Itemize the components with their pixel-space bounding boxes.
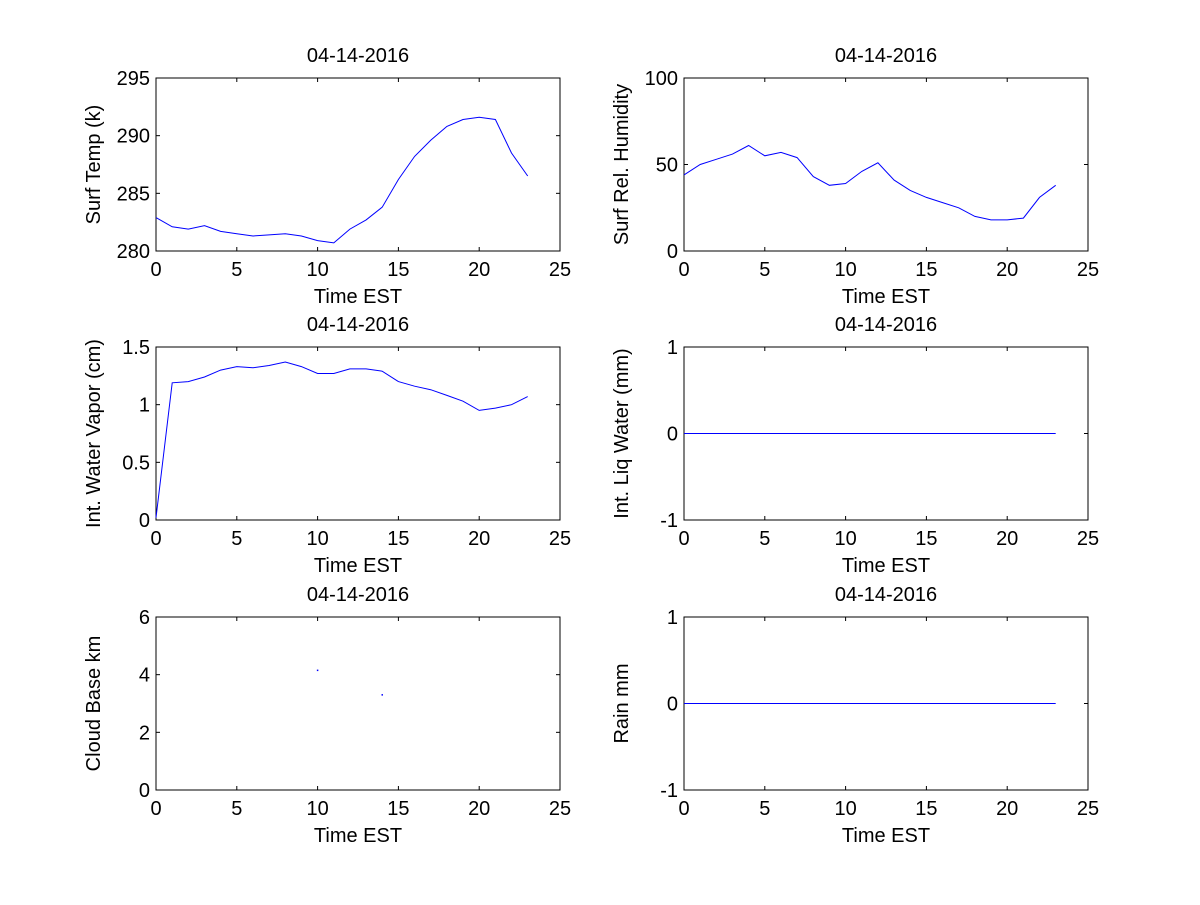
x-tick-label: 25 <box>549 798 571 820</box>
y-axis-label: Cloud Base km <box>83 636 105 772</box>
chart-title: 04-14-2016 <box>835 584 937 606</box>
axes-frame <box>683 77 1089 252</box>
series-line <box>683 144 1056 221</box>
chart-title: 04-14-2016 <box>835 314 937 336</box>
axes-frame <box>155 346 561 521</box>
x-tick-label: 0 <box>678 528 689 550</box>
y-tick-label: 50 <box>656 155 678 177</box>
data-point <box>381 694 383 696</box>
y-tick-label: 1 <box>667 337 678 359</box>
x-tick-label: 20 <box>996 798 1018 820</box>
x-axis-label: Time EST <box>842 825 930 847</box>
x-tick-label: 10 <box>834 798 856 820</box>
y-tick-label: 290 <box>117 126 150 148</box>
series-line <box>155 116 529 244</box>
y-axis-label: Surf Rel. Humidity <box>611 84 633 245</box>
x-tick-label: 25 <box>1077 528 1099 550</box>
x-tick-label: 10 <box>834 259 856 281</box>
x-tick-label: 20 <box>468 259 490 281</box>
chart-panel-3: 0 5 10 15 20 25 0 0.5 1 1.5 04-14-2016 Time EST Int.… <box>83 314 571 577</box>
y-tick-label: 6 <box>139 607 150 629</box>
chart-panel-5: 0 5 10 15 20 25 0 2 4 6 04-14-2016 Time EST Cloud Ba… <box>83 584 571 847</box>
chart-title: 04-14-2016 <box>307 45 409 67</box>
chart-panel-1: 0 5 10 15 20 25 280 285 290 295 04-14-2016 Time EST… <box>83 45 571 308</box>
x-tick-label: 25 <box>1077 798 1099 820</box>
x-tick-label: 0 <box>678 798 689 820</box>
series-line <box>155 361 528 518</box>
chart-title: 04-14-2016 <box>307 584 409 606</box>
y-tick-label: 280 <box>117 241 150 263</box>
x-axis-label: Time EST <box>314 286 402 308</box>
x-axis-label: Time EST <box>314 555 402 577</box>
x-axis-label: Time EST <box>842 286 930 308</box>
x-tick-label: 0 <box>150 259 161 281</box>
x-tick-label: 25 <box>549 259 571 281</box>
x-tick-label: 5 <box>231 259 242 281</box>
axes-frame <box>155 616 561 791</box>
chart-title: 04-14-2016 <box>835 45 937 67</box>
y-axis-label: Rain mm <box>611 663 633 743</box>
x-tick-label: 0 <box>678 259 689 281</box>
x-tick-label: 5 <box>759 798 770 820</box>
data-point <box>316 669 319 672</box>
x-tick-label: 10 <box>306 798 328 820</box>
y-axis-label: Int. Water Vapor (cm) <box>83 339 105 528</box>
y-tick-label: 0 <box>667 694 678 716</box>
x-tick-label: 20 <box>996 259 1018 281</box>
y-tick-label: 2 <box>139 722 150 744</box>
x-tick-label: 20 <box>468 798 490 820</box>
x-tick-label: 10 <box>834 528 856 550</box>
x-tick-label: 20 <box>468 528 490 550</box>
x-tick-label: 15 <box>915 259 937 281</box>
x-tick-label: 15 <box>915 798 937 820</box>
x-tick-label: 0 <box>150 798 161 820</box>
y-tick-label: 285 <box>117 183 150 205</box>
y-tick-label: -1 <box>660 510 678 532</box>
x-tick-label: 5 <box>231 528 242 550</box>
y-tick-label: 295 <box>117 68 150 90</box>
x-tick-label: 15 <box>387 528 409 550</box>
x-tick-label: 15 <box>387 259 409 281</box>
y-axis-label: Surf Temp (k) <box>83 105 105 225</box>
x-tick-label: 25 <box>549 528 571 550</box>
y-tick-label: 0 <box>667 241 678 263</box>
x-tick-label: 5 <box>759 259 770 281</box>
x-axis-label: Time EST <box>314 825 402 847</box>
y-tick-label: 0 <box>139 510 150 532</box>
x-tick-label: 10 <box>306 259 328 281</box>
y-tick-label: 0 <box>139 780 150 802</box>
chart-title: 04-14-2016 <box>307 314 409 336</box>
chart-panel-2: 0 5 10 15 20 25 0 50 100 04-14-2016 Time EST Surf R… <box>611 45 1099 308</box>
y-tick-label: 1 <box>667 607 678 629</box>
x-tick-label: 15 <box>915 528 937 550</box>
y-tick-label: 0.5 <box>122 452 150 474</box>
x-tick-label: 0 <box>150 528 161 550</box>
axes-frame <box>155 77 561 252</box>
x-tick-label: 5 <box>231 798 242 820</box>
x-tick-label: 10 <box>306 528 328 550</box>
x-tick-label: 5 <box>759 528 770 550</box>
x-tick-label: 20 <box>996 528 1018 550</box>
x-tick-label: 15 <box>387 798 409 820</box>
y-tick-label: 1 <box>139 395 150 417</box>
y-tick-label: 0 <box>667 424 678 446</box>
y-tick-label: 100 <box>645 68 678 90</box>
x-tick-label: 25 <box>1077 259 1099 281</box>
y-axis-label: Int. Liq Water (mm) <box>611 348 633 518</box>
y-tick-label: -1 <box>660 780 678 802</box>
x-axis-label: Time EST <box>842 555 930 577</box>
y-tick-label: 4 <box>139 665 150 687</box>
y-tick-label: 1.5 <box>122 337 150 359</box>
